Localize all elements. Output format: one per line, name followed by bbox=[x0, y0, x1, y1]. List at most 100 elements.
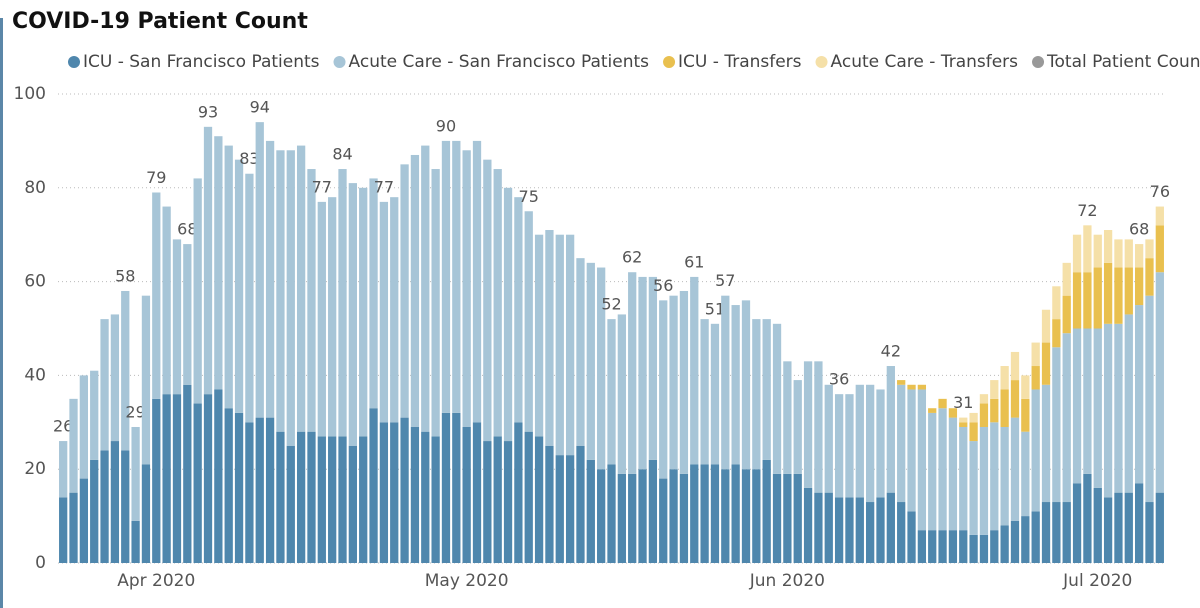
bar-segment bbox=[959, 530, 968, 563]
bar-segment bbox=[452, 412, 461, 563]
data-label: 77 bbox=[312, 177, 332, 196]
bar-segment bbox=[948, 408, 958, 418]
bar-segment bbox=[1103, 497, 1113, 563]
bar-segment bbox=[203, 126, 213, 395]
y-tick-label: 20 bbox=[24, 459, 46, 479]
bar-segment bbox=[493, 436, 502, 563]
bar-segment bbox=[503, 441, 513, 563]
x-tick-label: Jul 2020 bbox=[1062, 571, 1132, 591]
bar-segment bbox=[1031, 342, 1040, 367]
bar-segment bbox=[1031, 389, 1040, 512]
bar-segment bbox=[59, 441, 68, 498]
bar-segment bbox=[348, 183, 357, 446]
y-tick-label: 0 bbox=[35, 553, 46, 573]
bar-segment bbox=[100, 450, 109, 563]
bar-segment bbox=[514, 422, 523, 563]
bar-segment bbox=[938, 530, 947, 563]
bar-segment bbox=[834, 497, 844, 563]
bar-segment bbox=[79, 375, 89, 479]
bar-segment bbox=[100, 319, 109, 451]
bar-segment bbox=[131, 426, 140, 521]
bar-segment bbox=[876, 389, 885, 498]
bar-segment bbox=[1103, 262, 1113, 324]
bar-segment bbox=[400, 164, 409, 418]
bar-segment bbox=[917, 530, 927, 563]
bar-segment bbox=[1114, 267, 1123, 324]
bar-segment bbox=[441, 412, 451, 563]
bar-segment bbox=[79, 478, 89, 563]
bar-segment bbox=[121, 450, 130, 563]
bar-segment bbox=[286, 445, 295, 563]
bar-segment bbox=[990, 380, 999, 399]
bar-segment bbox=[866, 384, 875, 503]
legend-label: Acute Care - Transfers bbox=[831, 52, 1019, 72]
data-label: 31 bbox=[953, 393, 973, 412]
bar-segment bbox=[586, 459, 595, 563]
bar-segment bbox=[876, 497, 885, 563]
bar-segment bbox=[390, 422, 399, 563]
legend-marker bbox=[815, 56, 828, 68]
bar-segment bbox=[721, 295, 730, 470]
bar-segment bbox=[421, 431, 430, 563]
bar-segment bbox=[1155, 272, 1164, 493]
bar-segment bbox=[576, 445, 585, 563]
data-label: 84 bbox=[332, 145, 352, 164]
bar-segment bbox=[214, 389, 223, 563]
bar-segment bbox=[555, 455, 564, 563]
bar-segment bbox=[855, 384, 864, 498]
bar-segment bbox=[1010, 417, 1020, 521]
bar-segment bbox=[1031, 366, 1040, 390]
bar-segment bbox=[928, 408, 937, 413]
bar-segment bbox=[741, 300, 751, 470]
legend-label: Acute Care - San Francisco Patients bbox=[349, 52, 650, 72]
bar-segment bbox=[814, 361, 823, 493]
bar-segment bbox=[224, 145, 233, 409]
bar-segment bbox=[628, 473, 637, 563]
bar-segment bbox=[576, 258, 585, 446]
data-label: 68 bbox=[177, 220, 197, 239]
bar-segment bbox=[234, 159, 244, 413]
bar-segment bbox=[152, 192, 161, 399]
bar-segment bbox=[431, 169, 440, 437]
bar-segment bbox=[1041, 384, 1051, 503]
bar-segment bbox=[897, 384, 906, 503]
bar-segment bbox=[1021, 375, 1030, 399]
legend-label: Total Patient Count bbox=[1046, 52, 1200, 72]
bar-segment bbox=[410, 154, 420, 427]
bar-segment bbox=[359, 187, 368, 437]
data-label: 56 bbox=[653, 276, 673, 295]
data-label: 90 bbox=[436, 116, 456, 135]
bar-segment bbox=[959, 422, 968, 427]
data-label: 26 bbox=[53, 417, 73, 436]
bar-segment bbox=[555, 234, 564, 456]
bar-segment bbox=[731, 464, 740, 563]
bar-segment bbox=[814, 492, 823, 563]
bar-segment bbox=[897, 380, 906, 385]
bar-segment bbox=[990, 530, 999, 563]
bar-segment bbox=[1000, 389, 1009, 427]
bar-segment bbox=[1052, 502, 1061, 563]
chart-title: COVID-19 Patient Count bbox=[12, 9, 308, 34]
bar-segment bbox=[172, 239, 182, 395]
bar-segment bbox=[845, 394, 854, 498]
bar-segment bbox=[69, 398, 78, 493]
data-label: 62 bbox=[622, 248, 642, 267]
bar-segment bbox=[1083, 272, 1092, 329]
bar-segment bbox=[400, 417, 409, 563]
bar-segment bbox=[379, 201, 389, 423]
bar-segment bbox=[265, 140, 275, 418]
data-label: 29 bbox=[125, 402, 145, 421]
bar-segment bbox=[597, 267, 606, 470]
data-label: 83 bbox=[239, 149, 259, 168]
bar-segment bbox=[390, 197, 399, 423]
bar-segment bbox=[245, 422, 254, 563]
bar-segment bbox=[990, 422, 999, 531]
data-label: 36 bbox=[829, 370, 849, 389]
legend-label: ICU - Transfers bbox=[678, 52, 802, 72]
bar-segment bbox=[1145, 295, 1154, 503]
bar-segment bbox=[948, 530, 958, 563]
data-label: 75 bbox=[519, 187, 539, 206]
bar-segment bbox=[1010, 520, 1020, 563]
bar-segment bbox=[431, 436, 440, 563]
bar-segment bbox=[1031, 511, 1040, 563]
